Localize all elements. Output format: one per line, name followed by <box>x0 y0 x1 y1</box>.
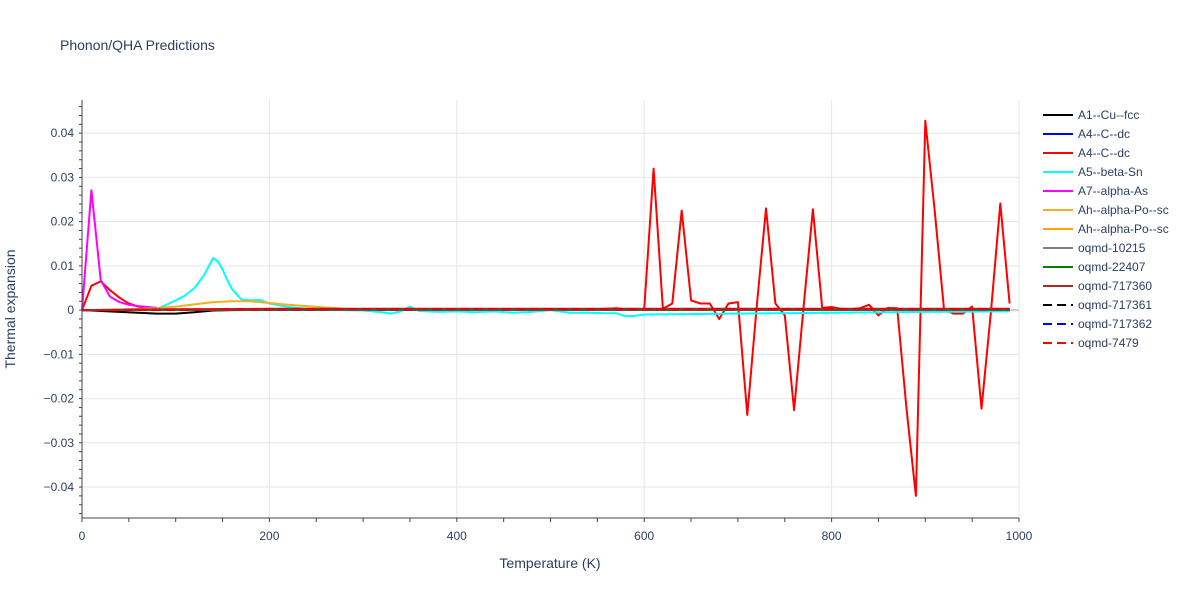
axes <box>79 100 1020 522</box>
legend-label: oqmd-717362 <box>1078 317 1152 331</box>
x-tick-label: 400 <box>447 529 467 543</box>
legend-label: Ah--alpha-Po--sc <box>1078 203 1169 217</box>
y-tick-label: 0 <box>67 303 74 317</box>
chart-title: Phonon/QHA Predictions <box>60 37 215 53</box>
y-tick-label: 0.04 <box>51 126 75 140</box>
legend-item[interactable]: A4--C--dc <box>1043 146 1130 160</box>
legend-label: A7--alpha-As <box>1078 184 1148 198</box>
legend-item[interactable]: Ah--alpha-Po--sc <box>1043 222 1169 236</box>
legend-item[interactable]: A7--alpha-As <box>1043 184 1148 198</box>
y-tick-label: −0.02 <box>44 392 75 406</box>
x-axis-title: Temperature (K) <box>499 555 600 571</box>
legend-label: oqmd-717361 <box>1078 298 1152 312</box>
x-tick-label: 600 <box>634 529 654 543</box>
legend-label: Ah--alpha-Po--sc <box>1078 222 1169 236</box>
x-tick-label: 1000 <box>1006 529 1033 543</box>
grid <box>82 100 1020 518</box>
x-tick-label: 0 <box>79 529 86 543</box>
legend-item[interactable]: A5--beta-Sn <box>1043 165 1143 179</box>
legend-item[interactable]: oqmd-717360 <box>1043 279 1152 293</box>
legend-label: oqmd-717360 <box>1078 279 1152 293</box>
y-tick-label: −0.03 <box>44 436 75 450</box>
series-group <box>81 119 1011 497</box>
legend[interactable]: A1--Cu--fcc A4--C--dc A4--C--dc A5--beta-Sn… <box>1043 108 1169 350</box>
legend-label: A5--beta-Sn <box>1078 165 1143 179</box>
x-tick-label: 200 <box>259 529 279 543</box>
legend-label: A4--C--dc <box>1078 146 1130 160</box>
y-tick-label: 0.01 <box>51 259 75 273</box>
legend-label: oqmd-10215 <box>1078 241 1146 255</box>
legend-label: oqmd-22407 <box>1078 260 1146 274</box>
y-axis-ticks: −0.04 −0.03 −0.02 −0.01 0 0.01 0.02 0.03 0.04 <box>44 126 75 494</box>
series-line <box>82 256 1010 318</box>
y-tick-label: 0.02 <box>51 215 75 229</box>
legend-label: A4--C--dc <box>1078 127 1130 141</box>
legend-item[interactable]: A1--Cu--fcc <box>1043 108 1139 122</box>
legend-item[interactable]: oqmd-22407 <box>1043 260 1146 274</box>
legend-item[interactable]: A4--C--dc <box>1043 127 1130 141</box>
legend-item[interactable]: oqmd-717361 <box>1043 298 1152 312</box>
legend-label: A1--Cu--fcc <box>1078 108 1139 122</box>
x-tick-label: 800 <box>822 529 842 543</box>
legend-item[interactable]: oqmd-10215 <box>1043 241 1146 255</box>
legend-item[interactable]: Ah--alpha-Po--sc <box>1043 203 1169 217</box>
legend-label: oqmd-7479 <box>1078 336 1139 350</box>
y-tick-label: −0.04 <box>44 480 75 494</box>
legend-item[interactable]: oqmd-7479 <box>1043 336 1139 350</box>
series-line <box>81 308 1010 312</box>
legend-item[interactable]: oqmd-717362 <box>1043 317 1152 331</box>
y-tick-label: −0.01 <box>44 347 75 361</box>
series-line <box>81 189 158 311</box>
x-axis-ticks: 0 200 400 600 800 1000 <box>79 529 1033 543</box>
y-tick-label: 0.03 <box>51 170 75 184</box>
y-axis-title: Thermal expansion <box>2 249 18 368</box>
